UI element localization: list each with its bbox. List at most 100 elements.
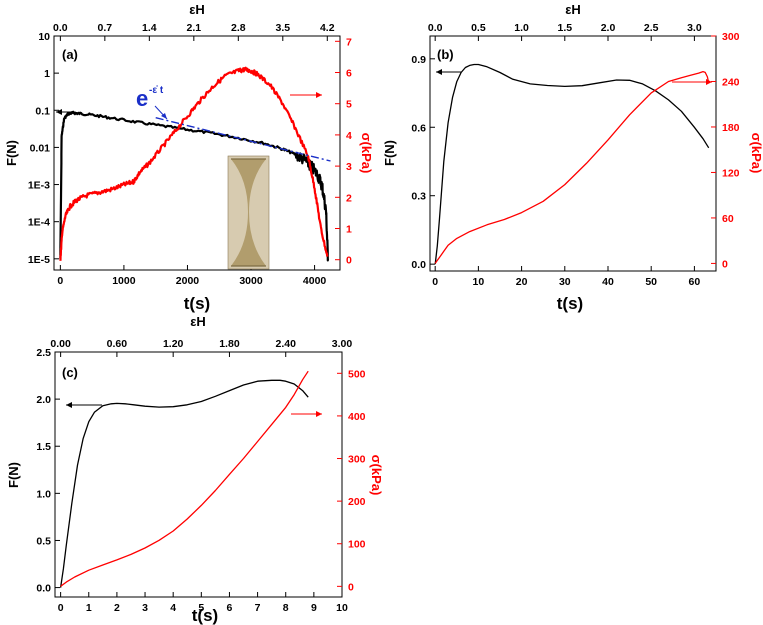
panel-c-stress-arrow-head: [316, 411, 322, 417]
panel-a-series-stress: [59, 66, 329, 261]
panel-c-ylabel-right: σ(kPa): [369, 455, 384, 496]
panel-b: (b) 0 10 20 30 40 50 60 0.0 0.5 1.0 1.5 2.0 2.5 3.0 0.…: [382, 2, 763, 313]
panel-c-ytick-left-label: 2.0: [36, 394, 51, 406]
panel-c-ylabel-left: F(N): [6, 462, 21, 488]
panel-c-xtick-label: 0: [58, 602, 64, 614]
panel-b-toptick-label: 1.5: [557, 22, 572, 34]
panel-c-label: (c): [62, 365, 78, 380]
panel-c-toptick-label: 1.20: [163, 338, 184, 350]
panel-a-ytick-right-label: 4: [346, 130, 352, 142]
panel-a-frame: [53, 35, 341, 271]
panel-a-xlabel-top: εH: [189, 2, 205, 17]
panel-a-ytick-right-label: 2: [346, 192, 352, 204]
panel-c-xtick-label: 1: [86, 602, 92, 614]
panel-a-xtick-label: 2000: [176, 275, 200, 287]
panel-b-toptick-label: 2.5: [644, 22, 659, 34]
panel-a-ytick-left-label: 10: [38, 31, 50, 43]
panel-b-ylabel-left: F(N): [382, 140, 397, 166]
panel-c-toptick-label: 2.40: [276, 338, 297, 350]
panel-a-ytick-left-label: 1E-4: [28, 217, 50, 229]
panel-a-xtick-label: 1000: [112, 275, 136, 287]
exp-fit-label: e: [136, 86, 148, 111]
panel-b-force-arrow-head: [436, 69, 442, 75]
panel-b-xtick-label: 50: [645, 276, 657, 288]
panel-c-xlabel: t(s): [192, 606, 218, 625]
panel-c-toptick-label: 0.00: [50, 338, 71, 350]
panel-b-xtick-label: 30: [559, 276, 571, 288]
panel-c-ytick-right-label: 100: [348, 539, 366, 551]
panel-c-xtick-label: 5: [198, 602, 204, 614]
panel-a-ytick-right-label: 0: [346, 255, 352, 267]
panel-a-xtick-label: 4000: [303, 275, 327, 287]
panel-a-xtick-label: 3000: [239, 275, 263, 287]
panel-a-ytick-right-label: 1: [346, 224, 352, 236]
panel-c-toptick-label: 0.60: [107, 338, 128, 350]
panel-b-ytick-left-label: 0.9: [411, 54, 426, 66]
panel-c-xtick-label: 8: [283, 602, 289, 614]
panel-a-ytick-left-label: 1E-5: [28, 254, 50, 266]
panel-c-xtick-label: 10: [336, 602, 348, 614]
panel-c-ytick-left-label: 1.5: [36, 441, 51, 453]
panel-b-xtick-label: 60: [689, 276, 701, 288]
panel-b-ytick-right-label: 180: [722, 122, 740, 134]
panel-c-xtick-label: 9: [311, 602, 317, 614]
panel-c-ytick-right-label: 400: [348, 411, 366, 423]
panel-a-ytick-right-label: 7: [346, 36, 352, 48]
panel-a-toptick-label: 1.4: [142, 22, 157, 34]
panel-a-label: (a): [62, 47, 78, 62]
panel-b-toptick-label: 2.0: [601, 22, 616, 34]
panel-a-ytick-left-label: 0.1: [35, 105, 50, 117]
panel-a-ytick-left-label: 1E-3: [28, 180, 50, 192]
panel-b-xlabel: t(s): [557, 294, 583, 313]
panel-c-ytick-left-label: 0.5: [36, 535, 51, 547]
panel-c-xtick-label: 2: [114, 602, 120, 614]
panel-a-toptick-label: 0.0: [53, 22, 68, 34]
panel-b-toptick-label: 1.0: [514, 22, 529, 34]
panel-b-ytick-left-label: 0.3: [411, 191, 426, 203]
panel-a-ytick-right-label: 6: [346, 68, 352, 80]
panel-a-series-force: [59, 110, 329, 262]
panel-a-toptick-label: 2.1: [187, 22, 202, 34]
panel-b-toptick-label: 3.0: [687, 22, 702, 34]
panel-b-ytick-right-label: 300: [722, 31, 740, 43]
panel-b-xtick-label: 0: [432, 276, 438, 288]
panel-a-stress-arrow-head: [316, 92, 322, 98]
panel-c-xlabel-top: εH: [190, 314, 206, 329]
panel-c-series-stress: [60, 370, 309, 587]
panel-b-xtick-label: 40: [602, 276, 614, 288]
panel-c-force-arrow-head: [66, 402, 72, 408]
panel-b-xtick-label: 20: [516, 276, 528, 288]
panel-a-xlabel: t(s): [184, 294, 210, 313]
panel-b-ytick-left-label: 0.6: [411, 122, 426, 134]
panel-a-ytick-left-label: 1: [44, 68, 50, 80]
panel-b-xtick-label: 10: [473, 276, 485, 288]
panel-a-ytick-right-label: 3: [346, 161, 352, 173]
panel-a-toptick-label: 3.5: [275, 22, 290, 34]
panel-a-ytick-right-label: 5: [346, 99, 352, 111]
panel-a-series-fit: [155, 117, 331, 162]
panel-b-toptick-label: 0.0: [428, 22, 443, 34]
panel-a-ylabel-right: σ(kPa): [359, 133, 374, 174]
panel-c-ytick-left-label: 0.0: [36, 583, 51, 595]
panel-c-toptick-label: 3.00: [332, 338, 353, 350]
panel-b-ytick-right-label: 0: [722, 258, 728, 270]
panel-c-ytick-right-label: 200: [348, 496, 366, 508]
panel-c-ytick-right-label: 300: [348, 454, 366, 466]
panel-b-ytick-right-label: 120: [722, 167, 740, 179]
panel-b-xlabel-top: εH: [565, 2, 581, 17]
panel-c-toptick-label: 1.80: [219, 338, 240, 350]
exp-fit-exponent: -ε̇ t: [149, 85, 164, 96]
panel-b-label: (b): [437, 47, 454, 62]
panel-c-series-force: [59, 379, 309, 588]
panel-b-ylabel-right: σ(kPa): [749, 133, 763, 174]
panel-b-stress-arrow-head: [706, 79, 712, 85]
panel-a-toptick-label: 2.8: [231, 22, 246, 34]
panel-b-toptick-label: 0.5: [471, 22, 486, 34]
panel-b-series-stress: [434, 70, 710, 264]
panel-c: (c) 0 1 2 3 4 5 6 7 8 9 100.00 0.60 1.20 1.80 2.40 3.00…: [6, 314, 384, 625]
exp-fit-pointer-head: [161, 113, 167, 119]
panel-a-force-arrow-head: [56, 109, 62, 115]
panel-b-ytick-right-label: 60: [722, 213, 734, 225]
panel-c-frame: [54, 351, 343, 598]
